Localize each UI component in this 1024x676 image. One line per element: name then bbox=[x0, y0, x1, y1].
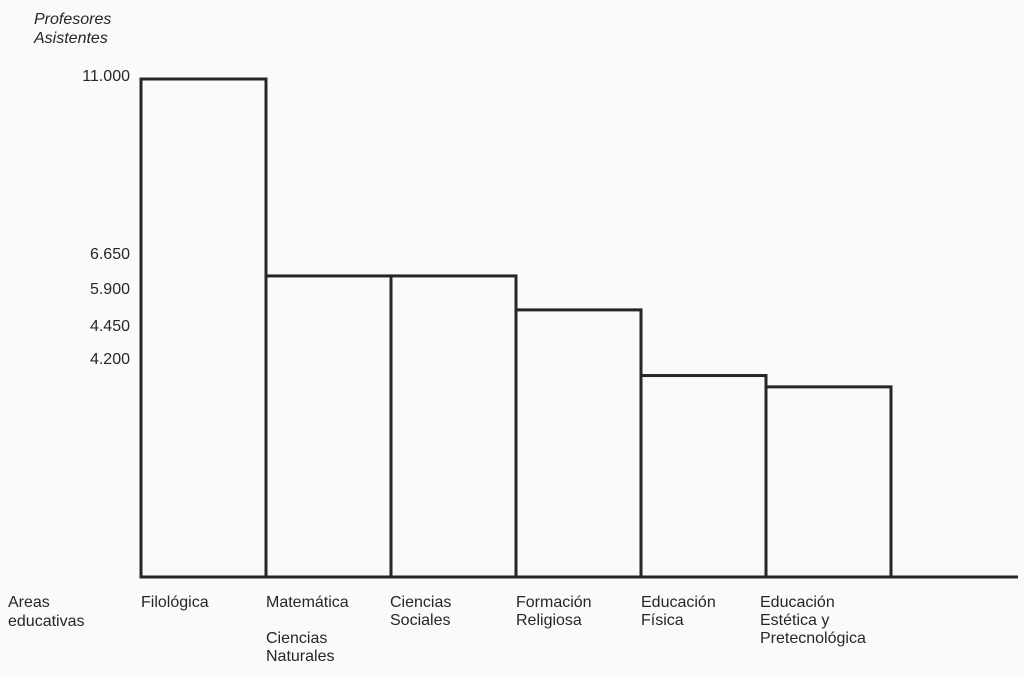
y-tick-label: 5.900 bbox=[89, 281, 130, 298]
category-label: Matemática Ciencias Naturales bbox=[266, 594, 349, 666]
x-axis-label-line-1: Areas bbox=[8, 594, 50, 611]
category-label: Ciencias Sociales bbox=[390, 594, 451, 630]
category-label: Educación Estética y Pretecnológica bbox=[760, 594, 866, 648]
bar bbox=[264, 274, 393, 579]
bar bbox=[139, 77, 268, 579]
category-label: Filológica bbox=[141, 594, 209, 612]
x-axis-label: Areas educativas bbox=[8, 593, 85, 631]
bar bbox=[514, 308, 643, 579]
x-axis-label-line-2: educativas bbox=[8, 613, 85, 630]
y-tick-label: 11.000 bbox=[82, 68, 130, 85]
y-axis-label-line-1: Profesores bbox=[34, 11, 112, 28]
category-label-line: Ciencias bbox=[390, 594, 452, 611]
category-label-line: Filológica bbox=[141, 594, 209, 611]
category-label-line: Física bbox=[641, 612, 684, 629]
category-label-line: Formación bbox=[516, 594, 592, 611]
category-label-line: Estética y bbox=[760, 612, 830, 629]
bar bbox=[764, 385, 893, 579]
y-tick-label: 6.650 bbox=[89, 246, 130, 263]
category-label-line: Educación bbox=[760, 594, 835, 611]
category-label-line: Educación bbox=[641, 594, 716, 611]
bar bbox=[639, 374, 768, 579]
category-label-line: Religiosa bbox=[516, 612, 582, 629]
category-label-line: Sociales bbox=[390, 612, 451, 629]
category-label-line: Matemática bbox=[266, 594, 349, 611]
y-tick-label: 4.450 bbox=[89, 318, 130, 335]
category-label-line: Pretecnológica bbox=[760, 630, 866, 647]
bar bbox=[389, 274, 518, 579]
y-axis-label-line-2: Asistentes bbox=[34, 30, 108, 47]
category-label-line: Ciencias bbox=[266, 630, 328, 647]
y-tick-label: 4.200 bbox=[89, 351, 130, 368]
category-label-line: Naturales bbox=[266, 648, 335, 665]
category-label: Educación Física bbox=[641, 594, 716, 630]
y-axis-label: Profesores Asistentes bbox=[34, 10, 111, 48]
category-label: Formación Religiosa bbox=[516, 594, 592, 630]
